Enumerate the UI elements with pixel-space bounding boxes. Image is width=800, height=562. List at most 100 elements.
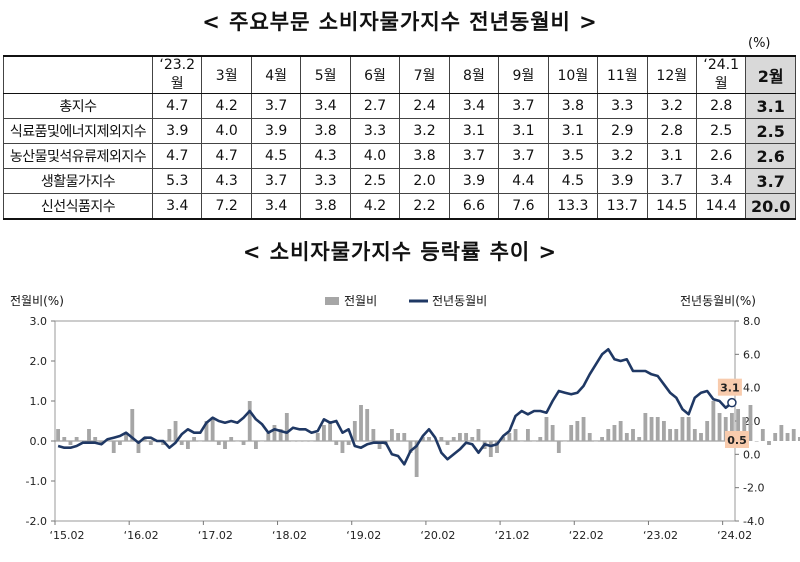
table-cell: 6.6 bbox=[448, 193, 500, 220]
bar-mom bbox=[699, 433, 703, 441]
table-cell: 3.9 bbox=[448, 168, 500, 194]
bar-mom bbox=[241, 441, 246, 445]
x-tick-label: ‘15.02 bbox=[50, 529, 85, 542]
table-cell: 2.5 bbox=[349, 168, 401, 194]
bar-mom bbox=[130, 409, 135, 441]
table-cell: 2.5 bbox=[695, 118, 747, 144]
bar-mom bbox=[414, 441, 419, 477]
table-cell: 3.2 bbox=[646, 93, 697, 119]
bar-mom bbox=[272, 425, 277, 441]
bar-mom bbox=[247, 401, 252, 441]
bar-mom bbox=[692, 429, 697, 441]
table-cell: 14.4 bbox=[695, 193, 747, 220]
table-cell: 20.0 bbox=[745, 193, 796, 220]
table-cell: 5.3 bbox=[151, 168, 203, 194]
table-cell: 2.8 bbox=[695, 93, 747, 119]
table-header-row: ‘23.2월 3월 4월 5월 6월 7월 8월 9월 10월 11월 12월 ‘24.1월 2월 bbox=[3, 55, 796, 94]
bar-mom bbox=[204, 421, 209, 441]
table-cell: 2.5 bbox=[745, 118, 796, 144]
bar-mom bbox=[309, 441, 314, 442]
bar-mom bbox=[581, 417, 586, 441]
bar-mom bbox=[371, 429, 376, 441]
bar-mom bbox=[87, 429, 91, 441]
bar-mom bbox=[556, 441, 561, 453]
bar-mom bbox=[266, 433, 271, 441]
bar-mom bbox=[649, 417, 654, 441]
bar-mom bbox=[334, 441, 339, 445]
bar-mom bbox=[216, 441, 221, 445]
column-header: 6월 bbox=[349, 55, 401, 94]
bar-mom bbox=[136, 441, 141, 453]
bar-mom bbox=[179, 441, 184, 445]
bar-mom bbox=[606, 429, 611, 441]
table-cell: 4.3 bbox=[201, 168, 252, 194]
bar-mom bbox=[278, 429, 283, 441]
bar-mom bbox=[346, 441, 351, 445]
left-tick-label: 2.0 bbox=[30, 355, 48, 368]
column-header: 7월 bbox=[399, 55, 450, 94]
table-cell: 3.8 bbox=[547, 93, 599, 119]
table-cell: 2.6 bbox=[695, 143, 747, 169]
right-tick-label: -2.0 bbox=[743, 482, 764, 495]
table-cell: 3.3 bbox=[597, 93, 648, 119]
table-cell: 3.7 bbox=[448, 143, 500, 169]
bar-mom bbox=[593, 441, 598, 442]
column-header: 11월 bbox=[597, 55, 648, 94]
bar-mom bbox=[488, 441, 493, 457]
table-cell: 2.6 bbox=[745, 143, 796, 169]
table-cell: 4.5 bbox=[250, 143, 302, 169]
annotation-yoy: 3.1 bbox=[720, 382, 740, 395]
table-cell: 4.3 bbox=[300, 143, 351, 169]
left-axis-title: 전월비(%) bbox=[10, 294, 64, 308]
bar-mom bbox=[791, 429, 796, 441]
table-cell: 3.1 bbox=[547, 118, 599, 144]
x-tick-label: ‘21.02 bbox=[495, 529, 530, 542]
table-cell: 3.7 bbox=[498, 143, 549, 169]
bar-mom bbox=[538, 437, 543, 441]
bar-mom bbox=[476, 429, 481, 441]
row-label: 생활물가지수 bbox=[3, 168, 153, 194]
bar-mom bbox=[785, 433, 790, 441]
bar-mom bbox=[754, 441, 759, 442]
table-cell: 3.2 bbox=[597, 143, 648, 169]
table-cell: 3.1 bbox=[745, 93, 796, 119]
bar-mom bbox=[550, 425, 555, 441]
bar-mom bbox=[680, 417, 685, 441]
right-tick-label: 6.0 bbox=[743, 348, 761, 361]
x-tick-label: ‘23.02 bbox=[643, 529, 678, 542]
bar-mom bbox=[655, 417, 660, 441]
cpi-chart: 전월비(%) 전년동월비(%) 전월비 전년동월비 3.0 2.0 1.0 0.0 -1.0 -2… bbox=[10, 294, 800, 542]
table-cell: 4.4 bbox=[498, 168, 549, 194]
table-cell: 3.4 bbox=[695, 168, 747, 194]
table-cell: 13.7 bbox=[597, 193, 648, 220]
table-cell: 4.5 bbox=[547, 168, 599, 194]
bar-mom bbox=[464, 433, 469, 441]
table-cell: 3.4 bbox=[250, 193, 302, 220]
table-cell: 3.7 bbox=[498, 93, 549, 119]
x-tick-label: ‘20.02 bbox=[420, 529, 455, 542]
bar-mom bbox=[797, 437, 800, 441]
bar-mom bbox=[303, 441, 308, 442]
bar-mom bbox=[600, 437, 605, 441]
bar-mom bbox=[260, 441, 265, 442]
bar-mom bbox=[439, 437, 444, 441]
right-tick-label: -4.0 bbox=[743, 515, 764, 528]
bar-mom bbox=[661, 421, 666, 441]
table-cell: 4.0 bbox=[349, 143, 401, 169]
bar-mom bbox=[575, 421, 580, 441]
legend-label: 전월비 bbox=[344, 294, 377, 308]
table-cell: 13.3 bbox=[547, 193, 599, 220]
bar-mom bbox=[185, 441, 190, 449]
bar-mom bbox=[618, 421, 623, 441]
table-cell: 3.1 bbox=[498, 118, 549, 144]
annotation-box bbox=[717, 378, 742, 396]
bar-mom bbox=[291, 441, 295, 442]
inflation-table: ‘23.2월 3월 4월 5월 6월 7월 8월 9월 10월 11월 12월 ‘24.1월 2월 총지… bbox=[3, 55, 796, 220]
table-cell: 3.7 bbox=[250, 168, 302, 194]
table-cell: 3.7 bbox=[250, 93, 302, 119]
bar-mom bbox=[408, 441, 413, 453]
bar-mom bbox=[389, 429, 394, 441]
table-cell: 4.7 bbox=[201, 143, 252, 169]
table-cell: 2.8 bbox=[646, 118, 697, 144]
left-tick-label: 1.0 bbox=[30, 395, 48, 408]
